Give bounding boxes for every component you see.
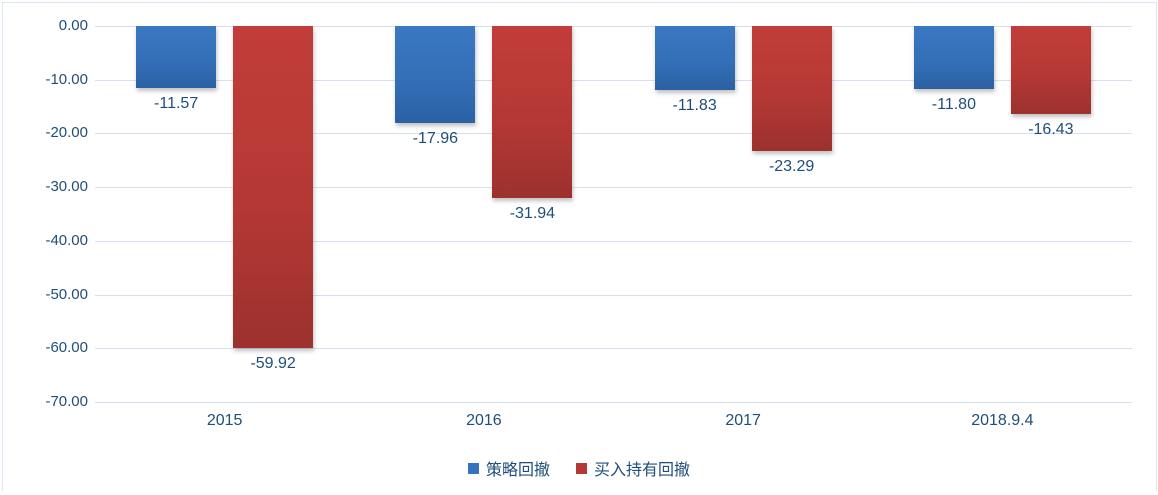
bar-买入持有回撤-2018.9.4[interactable]: [1010, 26, 1091, 115]
gridline: [95, 348, 1132, 350]
y-tick-label: -50.00: [45, 285, 88, 303]
x-axis-label-2017: 2017: [725, 412, 761, 429]
y-tick-label: -20.00: [45, 124, 88, 142]
gridline: [95, 187, 1132, 189]
y-tick-label: -60.00: [45, 339, 88, 357]
legend-item-策略回撤[interactable]: 策略回撤: [467, 456, 550, 480]
legend-label: 买入持有回撤: [594, 462, 691, 479]
data-label: -31.94: [509, 204, 556, 222]
bar-group-2017: -11.83 -23.29: [614, 26, 873, 402]
gridline: [95, 133, 1132, 135]
data-label: -16.43: [1028, 121, 1074, 139]
data-label: -17.96: [412, 129, 459, 147]
legend-label: 策略回撤: [485, 462, 550, 479]
x-axis-label-2015: 2015: [206, 412, 243, 429]
bar-column: -11.83: [654, 26, 735, 115]
gridline: [95, 240, 1132, 242]
y-tick-label: 0.00: [58, 17, 88, 34]
x-axis-labels: 2015 2016 2017 2018.9.4: [95, 412, 1132, 430]
bar-买入持有回撤-2015[interactable]: [233, 26, 314, 348]
bar-group-2016: -17.96 -31.94: [354, 26, 613, 402]
bar-column: -11.57: [136, 26, 217, 113]
bar-column: -23.29: [751, 26, 832, 176]
bar-策略回撤-2018.9.4[interactable]: [913, 26, 994, 90]
data-label: -11.83: [672, 96, 717, 114]
bar-column: -17.96: [395, 26, 476, 148]
y-tick-label: -40.00: [45, 231, 88, 249]
y-tick-label: -70.00: [45, 393, 88, 410]
gridline: [95, 402, 1132, 403]
gridline: [95, 79, 1132, 81]
bar-column: -11.80: [913, 26, 994, 114]
legend-item-买入持有回撤[interactable]: 买入持有回撤: [576, 456, 690, 480]
bar-group-2018.9.4: -11.80 -16.43: [873, 26, 1132, 402]
legend-swatch-icon: [467, 462, 479, 474]
bar-买入持有回撤-2017[interactable]: [751, 26, 832, 152]
legend: 策略回撤 买入持有回撤: [0, 456, 1158, 480]
data-label: -11.57: [154, 95, 199, 113]
data-label: -23.29: [768, 158, 815, 176]
bar-策略回撤-2017[interactable]: [654, 26, 735, 90]
plot-area: -11.57 -59.92 -17.96 -31.94 -11.83 -23.29 -11.…: [95, 26, 1132, 403]
bar-column: -59.92: [233, 26, 314, 373]
legend-swatch-icon: [576, 462, 587, 474]
bar-column: -31.94: [492, 26, 573, 223]
bar-策略回撤-2015[interactable]: [136, 26, 217, 89]
gridline: [95, 26, 1132, 27]
x-axis-label-2018.9.4: 2018.9.4: [971, 412, 1034, 429]
x-axis-label-2016: 2016: [466, 412, 502, 429]
y-tick-label: -30.00: [45, 178, 88, 196]
bar-group-2015: -11.57 -59.92: [95, 26, 354, 402]
data-label: -59.92: [250, 354, 296, 372]
data-label: -11.80: [931, 96, 976, 114]
bar-买入持有回撤-2016[interactable]: [492, 26, 573, 198]
bar-column: -16.43: [1010, 26, 1091, 139]
gridline: [95, 294, 1132, 296]
y-tick-label: -10.00: [45, 70, 88, 88]
bar-groups: -11.57 -59.92 -17.96 -31.94 -11.83 -23.29 -11.…: [95, 26, 1132, 402]
bar-策略回撤-2016[interactable]: [395, 26, 476, 123]
